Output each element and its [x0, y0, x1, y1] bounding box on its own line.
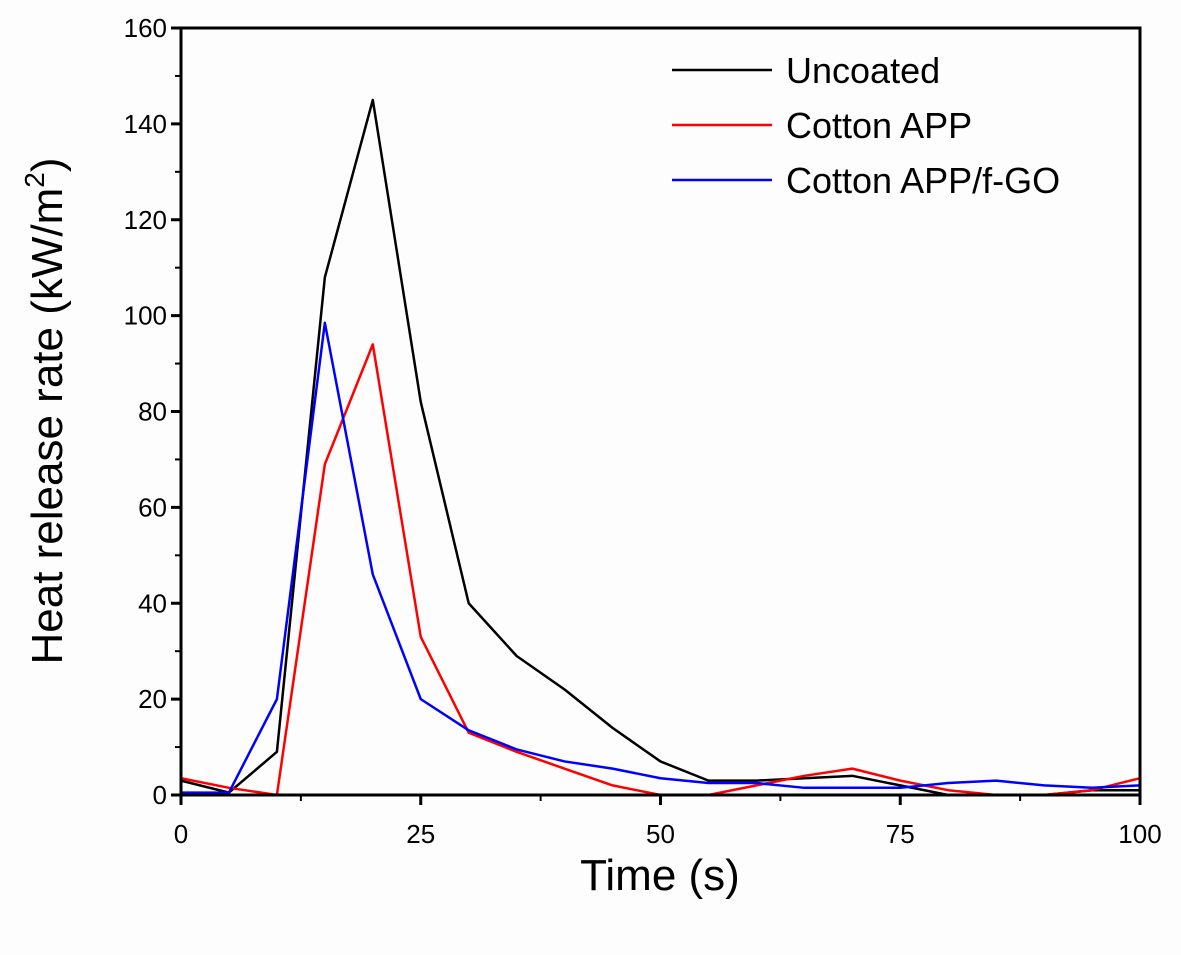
x-tick-label: 100 — [1118, 819, 1161, 849]
x-tick-label: 0 — [174, 819, 188, 849]
legend-label-uncoated: Uncoated — [786, 50, 940, 91]
x-tick-label: 50 — [646, 819, 675, 849]
x-axis-label: Time (s) — [580, 851, 740, 900]
series-line-uncoated — [180, 98, 1140, 797]
y-tick-label: 140 — [124, 109, 167, 139]
plot-frame — [179, 26, 1142, 797]
y-tick-label: 60 — [138, 492, 167, 522]
y-tick-label: 40 — [138, 588, 167, 618]
y-axis-label: Heat release rate (kW/m2) — [19, 157, 72, 664]
legend-label-cotton-app: Cotton APP — [786, 105, 972, 146]
x-tick-label: 25 — [406, 819, 435, 849]
y-tick-label: 80 — [138, 397, 167, 427]
y-tick-label: 160 — [124, 13, 167, 43]
series-line-cotton-app — [180, 343, 1141, 797]
y-tick-label: 100 — [124, 301, 167, 331]
y-tick-label: 20 — [138, 684, 167, 714]
x-tick-label: 75 — [886, 819, 915, 849]
y-tick-label: 120 — [124, 205, 167, 235]
y-tick-label: 0 — [153, 780, 167, 810]
series-line-cotton-app-f-go — [181, 321, 1141, 794]
legend-label-cotton-app-f-go: Cotton APP/f-GO — [786, 160, 1060, 201]
